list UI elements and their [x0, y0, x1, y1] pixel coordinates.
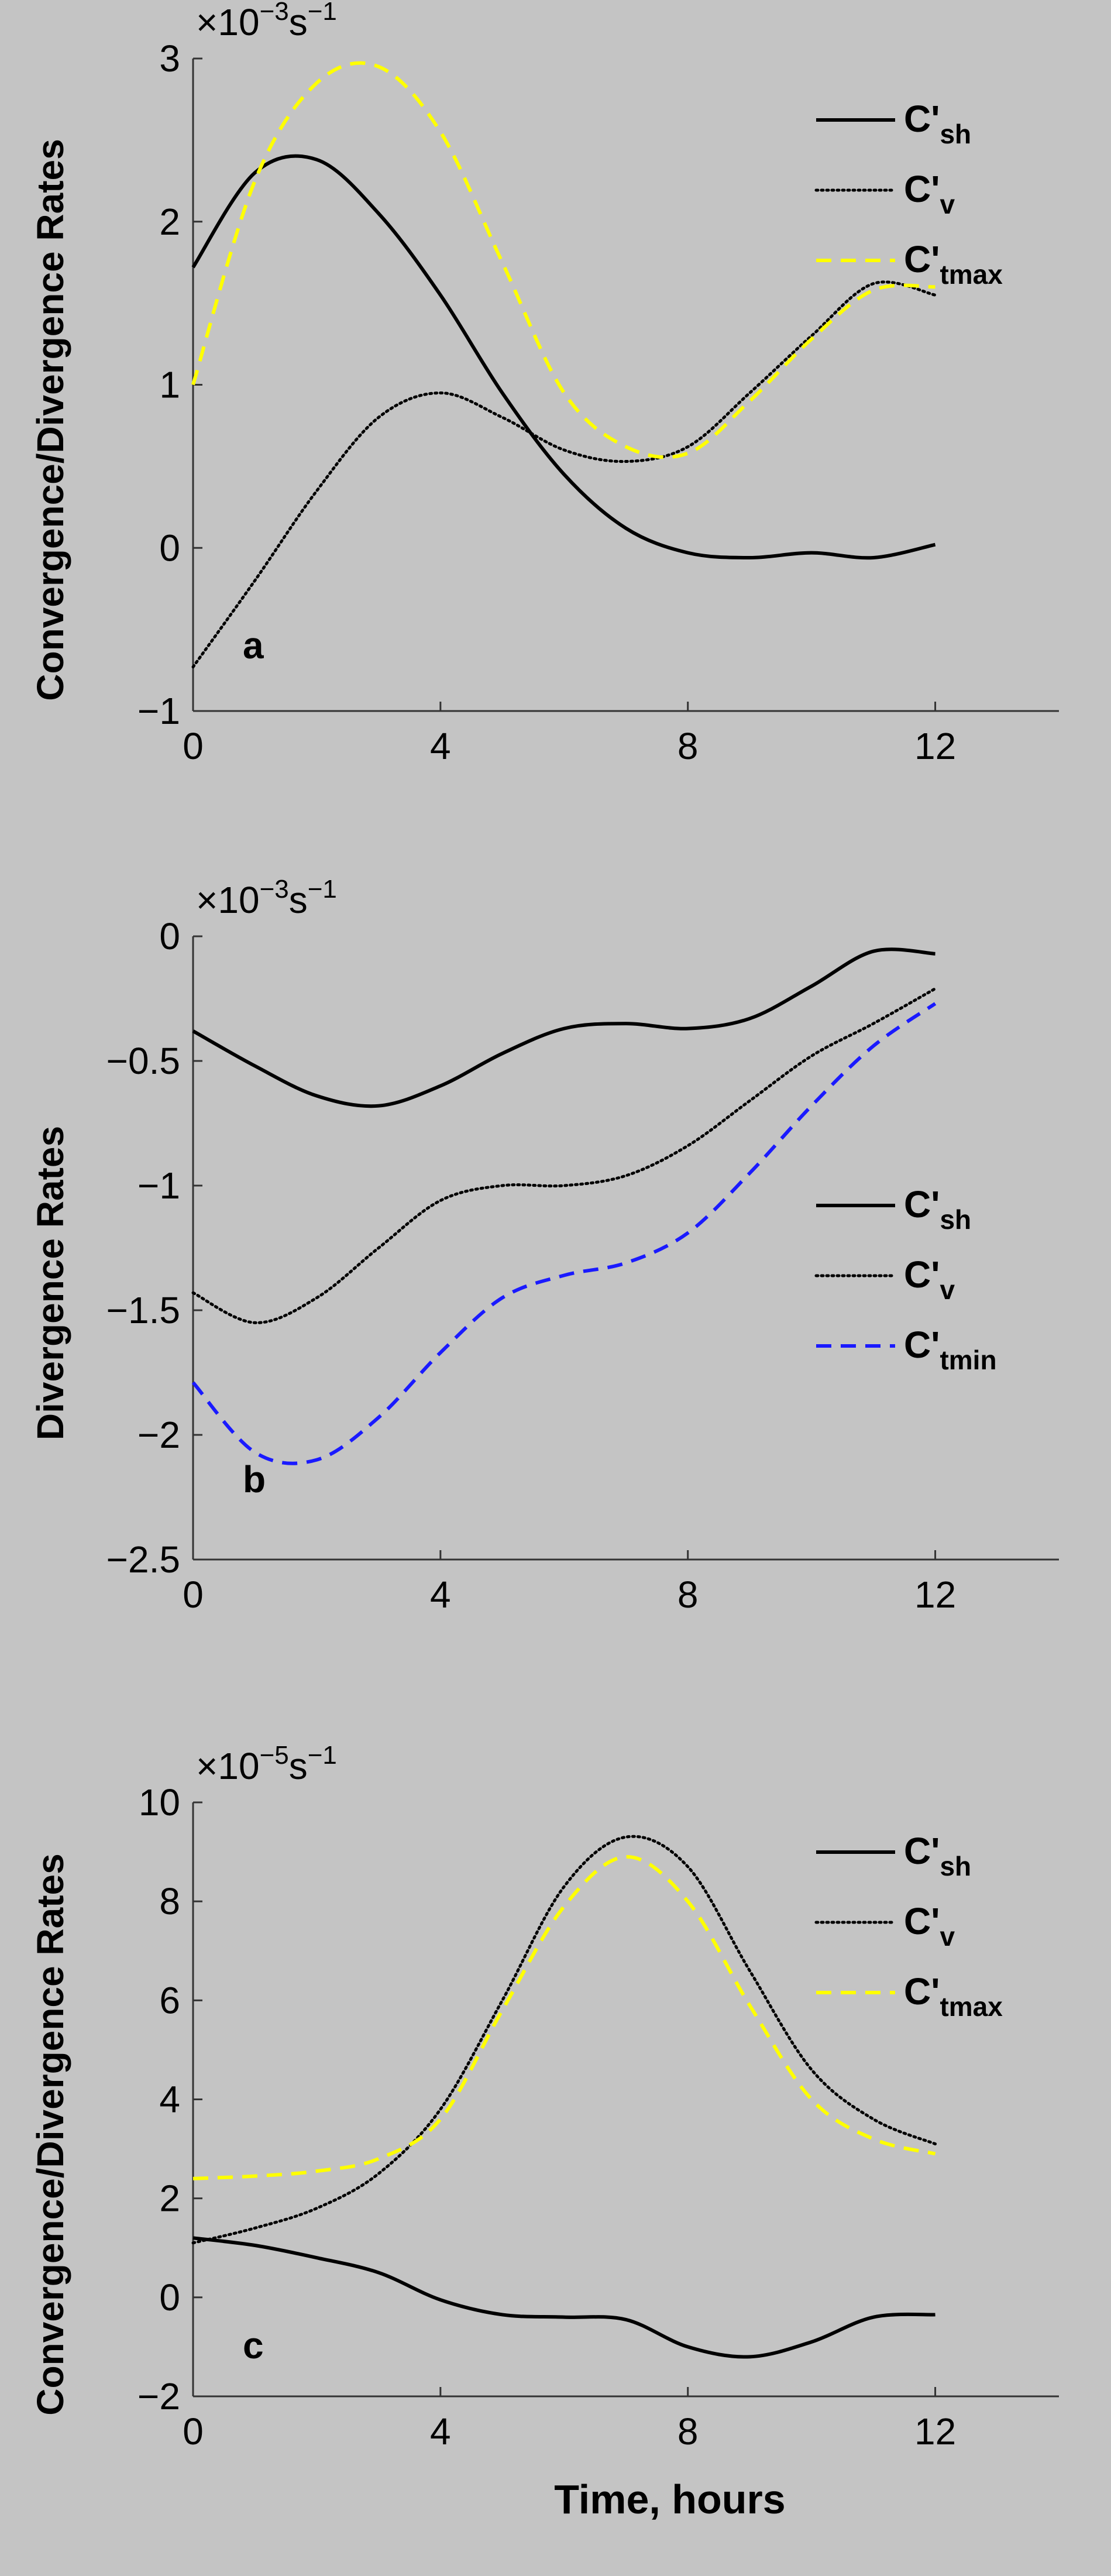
series-line-v [191, 1835, 937, 2245]
legend-label-sh: C'sh [904, 1183, 971, 1235]
legend-label-tmax: C'tmax [904, 1970, 1003, 2022]
y-tick-label: −1 [137, 1165, 180, 1207]
y-tick-label: 2 [159, 201, 180, 243]
y-tick-label: 0 [159, 2276, 180, 2319]
series-line-tmax [191, 61, 935, 459]
x-tick-label: 4 [430, 1574, 451, 1616]
x-tick-label: 12 [914, 2410, 956, 2453]
x-tick-label: 4 [430, 2410, 451, 2453]
y-tick-label: −1.5 [106, 1289, 180, 1331]
legend-label-v: C'v [904, 1253, 955, 1305]
x-tick-label: 8 [677, 1574, 699, 1616]
series-line-sh [192, 2236, 935, 2359]
y-tick-label: 0 [159, 915, 180, 957]
y-tick-label: 2 [159, 2177, 180, 2220]
y-tick-label: −0.5 [106, 1040, 180, 1082]
series-line-tmin [191, 1002, 937, 1465]
y-tick-label: 1 [159, 364, 180, 406]
panel-letter: a [243, 624, 264, 667]
y-tick-label: −1 [137, 690, 180, 732]
legend-label-tmax: C'tmax [904, 238, 1003, 290]
axis-exponent-label: ×10−3s−1 [196, 875, 337, 921]
series-line-tmax [192, 1855, 936, 2180]
legend-label-v: C'v [904, 168, 955, 219]
y-tick-label: 6 [159, 1979, 180, 2021]
legend-label-tmin: C'tmin [904, 1324, 997, 1375]
x-tick-label: 12 [914, 725, 956, 767]
x-axis-title: Time, hours [554, 2477, 785, 2522]
x-tick-label: 8 [677, 725, 699, 767]
x-tick-label: 0 [183, 2410, 204, 2453]
x-tick-label: 4 [430, 725, 451, 767]
y-tick-label: 3 [159, 37, 180, 80]
chart-panel-b: −2.5 −2 −1.5 −1 −0.5 0 0 4 8 12 ×10−3s−1 Divergence… [29, 875, 1059, 1616]
x-tick-label: 8 [677, 2410, 699, 2453]
axis-exponent-label: ×10−5s−1 [196, 1741, 337, 1787]
series-line-sh [192, 947, 935, 1108]
y-axis-title: Convergence/Divergence Rates [29, 139, 71, 700]
y-tick-label: −2 [137, 2375, 180, 2417]
legend-label-sh: C'sh [904, 98, 971, 149]
series-line-v [191, 280, 937, 669]
series-line-v [191, 987, 937, 1324]
x-tick-label: 12 [914, 1574, 956, 1616]
axis-exponent-label: ×10−3s−1 [196, 0, 337, 43]
panel-letter: c [243, 2324, 264, 2367]
y-axis-title: Divergence Rates [29, 1126, 71, 1440]
series-line-sh [191, 154, 936, 560]
legend-label-v: C'v [904, 1900, 955, 1952]
y-tick-label: 0 [159, 527, 180, 569]
y-tick-label: 10 [139, 1781, 180, 1823]
x-tick-label: 0 [183, 725, 204, 767]
panel-letter: b [243, 1458, 266, 1500]
y-tick-label: 4 [159, 2079, 180, 2121]
y-tick-label: −2 [137, 1414, 180, 1456]
y-tick-label: −2.5 [106, 1538, 180, 1581]
y-tick-label: 8 [159, 1880, 180, 1922]
legend-label-sh: C'sh [904, 1830, 971, 1881]
x-tick-label: 0 [183, 1574, 204, 1616]
y-axis-title: Convergence/Divergence Rates [29, 1853, 71, 2415]
